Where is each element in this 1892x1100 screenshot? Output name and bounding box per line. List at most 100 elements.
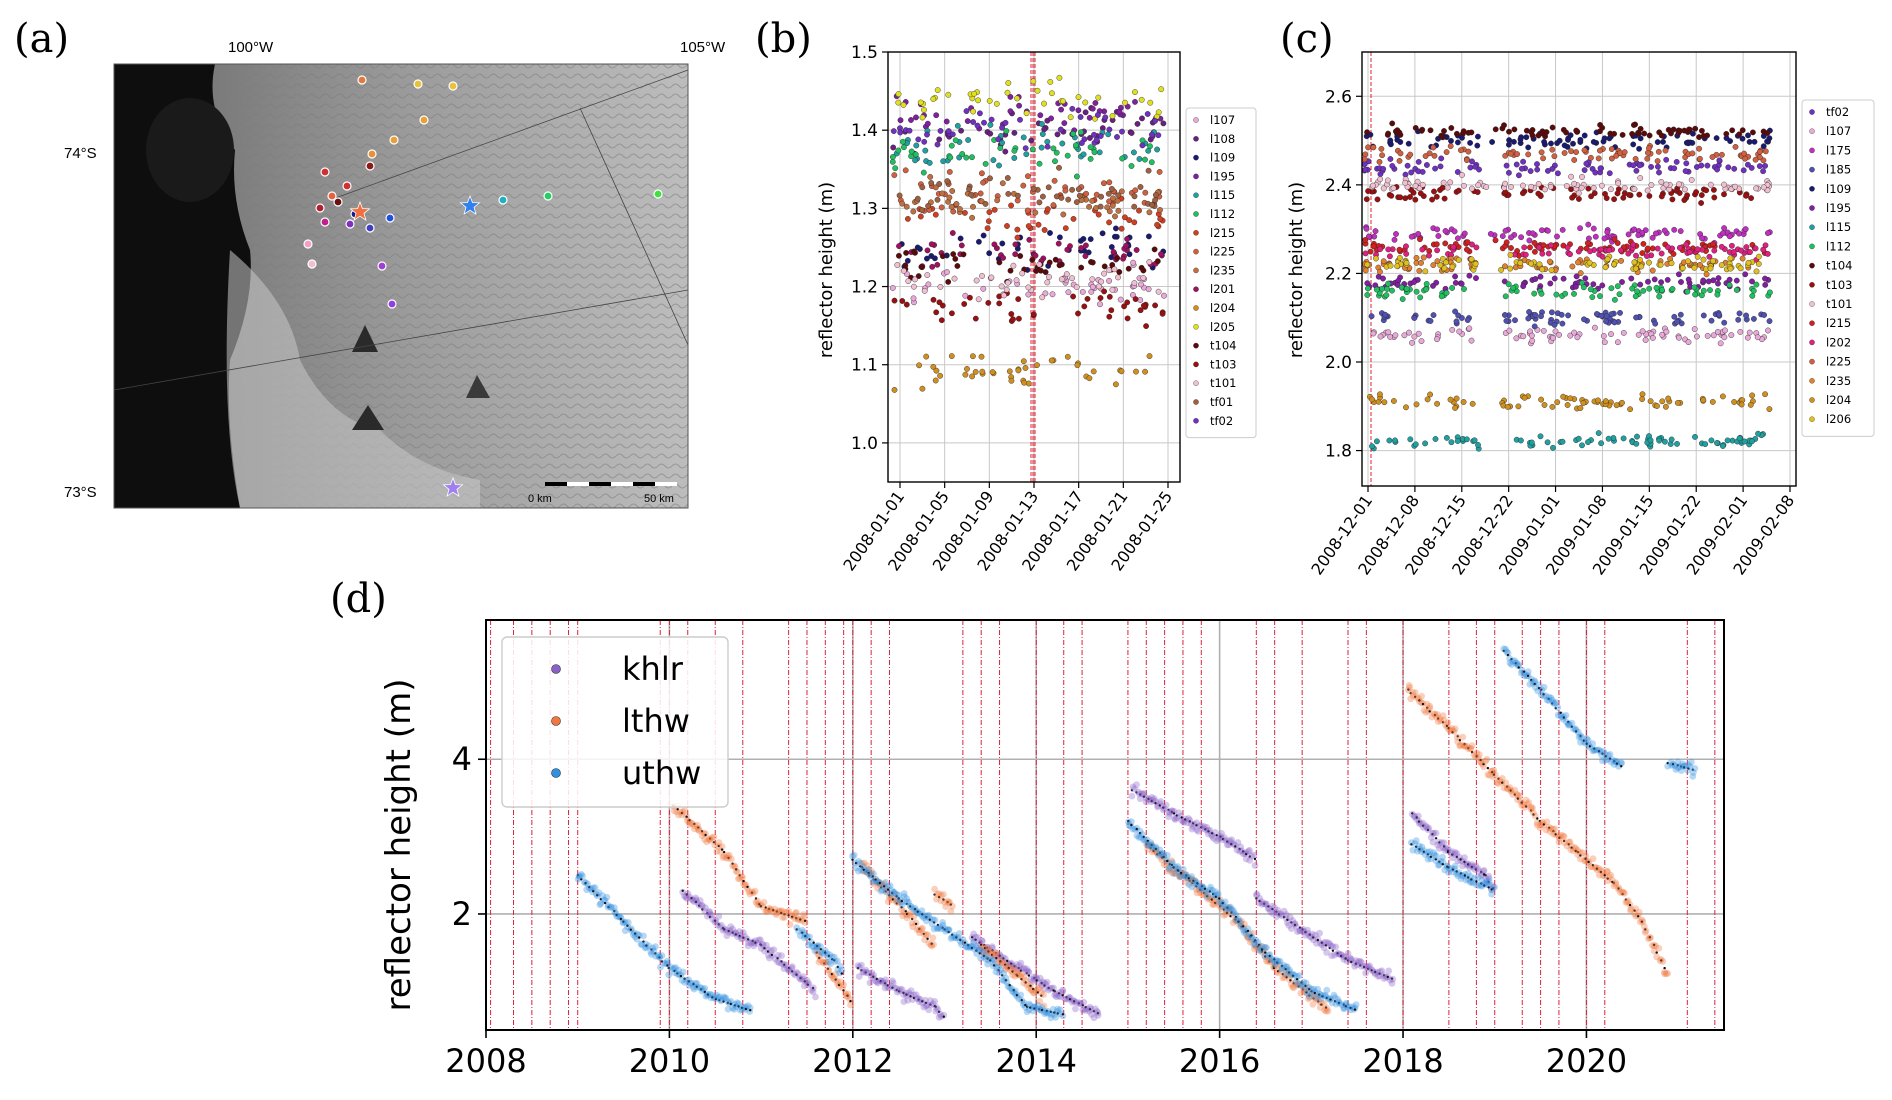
data-point <box>1458 280 1465 287</box>
data-point <box>734 933 741 940</box>
panel-letter-d: (d) <box>330 576 387 622</box>
data-point <box>949 310 955 317</box>
data-point <box>774 951 782 959</box>
data-point <box>1154 146 1161 153</box>
ytick-label: 2 <box>452 895 472 933</box>
data-point <box>1008 202 1014 209</box>
data-point <box>1365 144 1372 151</box>
data-point <box>1062 187 1069 194</box>
data-point <box>1750 287 1757 294</box>
data-point <box>624 919 632 926</box>
data-point <box>1161 292 1167 299</box>
legend-marker <box>1193 418 1199 424</box>
data-point <box>1036 160 1043 167</box>
median-point <box>751 939 754 943</box>
data-point <box>1057 126 1064 133</box>
median-point <box>754 941 757 944</box>
nunatak-3 <box>466 375 490 398</box>
data-point <box>1581 167 1588 174</box>
data-point <box>1584 240 1591 247</box>
median-point <box>698 904 701 907</box>
data-point <box>1110 195 1116 202</box>
data-point <box>1684 192 1691 199</box>
data-point <box>866 979 874 987</box>
data-point <box>752 937 759 945</box>
data-point <box>1424 396 1431 403</box>
data-point <box>1402 179 1409 186</box>
data-point <box>1529 332 1535 339</box>
data-point <box>1638 263 1645 270</box>
data-point <box>912 151 919 158</box>
median-point <box>799 976 802 980</box>
data-point <box>1692 291 1699 298</box>
data-point <box>1527 168 1534 175</box>
data-point <box>1693 189 1700 196</box>
xtick-label: 2018 <box>1362 1042 1443 1080</box>
data-point <box>970 203 976 210</box>
data-point <box>912 276 918 283</box>
data-point <box>1081 303 1088 310</box>
data-point <box>1534 166 1541 173</box>
data-point <box>1152 302 1159 309</box>
data-point <box>917 213 924 220</box>
median-point <box>921 1000 924 1003</box>
data-point <box>1751 138 1758 145</box>
data-point <box>1130 259 1137 266</box>
data-point <box>722 926 730 934</box>
median-point <box>926 937 929 940</box>
data-point <box>803 977 811 984</box>
data-point <box>1676 334 1682 341</box>
data-point <box>1397 194 1404 201</box>
median-point <box>1253 857 1257 861</box>
data-point <box>750 942 758 950</box>
legend-label: l205 <box>1210 320 1235 334</box>
data-point <box>1379 285 1386 292</box>
data-point <box>1635 908 1643 916</box>
data-point <box>1601 339 1608 346</box>
data-point <box>1662 438 1668 445</box>
data-point <box>969 373 975 380</box>
median-point <box>722 850 726 854</box>
median-point <box>681 889 684 892</box>
data-point <box>862 966 870 974</box>
data-point <box>1613 402 1620 409</box>
data-point <box>1618 247 1624 254</box>
data-point <box>1602 398 1609 404</box>
median-point <box>1313 991 1317 995</box>
data-point <box>1540 683 1548 691</box>
data-point <box>889 158 896 165</box>
data-point <box>982 200 989 207</box>
data-point <box>896 252 902 259</box>
data-point <box>1508 245 1514 251</box>
data-point <box>1465 148 1472 155</box>
data-point <box>859 968 867 976</box>
data-point <box>1555 170 1561 177</box>
data-point <box>1599 282 1606 289</box>
data-point <box>1142 368 1149 375</box>
data-point <box>938 317 945 324</box>
median-point <box>1587 860 1590 864</box>
data-point <box>1732 183 1739 190</box>
data-point <box>1476 751 1483 759</box>
data-point <box>1412 182 1419 189</box>
lon-label-105w: 105°W <box>680 39 726 56</box>
data-point <box>1449 285 1456 291</box>
data-point <box>1626 191 1633 198</box>
legend-label: l109 <box>1826 182 1851 196</box>
data-point <box>1506 327 1513 334</box>
data-point <box>1128 792 1136 800</box>
data-point <box>1689 150 1696 157</box>
data-point <box>1050 984 1057 992</box>
data-point <box>1070 293 1077 300</box>
data-point <box>1022 145 1029 152</box>
data-point <box>1564 244 1571 251</box>
data-point <box>932 377 939 384</box>
data-point <box>1532 312 1539 318</box>
data-point <box>1020 964 1028 972</box>
data-point <box>1444 184 1451 191</box>
data-point <box>1554 399 1561 406</box>
data-point <box>1745 132 1751 139</box>
data-point <box>1549 309 1555 316</box>
data-point <box>1316 929 1323 937</box>
legend-marker <box>1193 324 1199 330</box>
